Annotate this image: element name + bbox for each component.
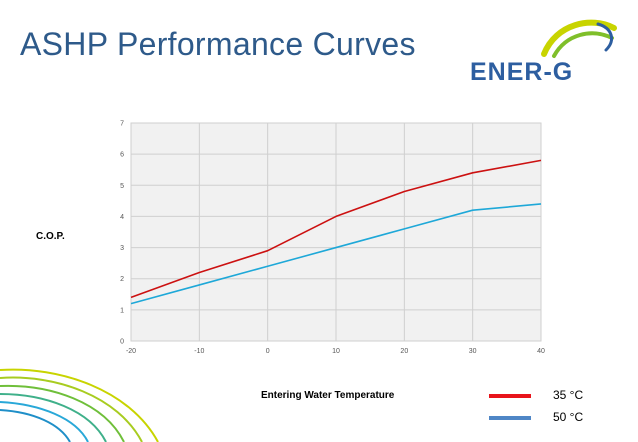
legend-swatch-50c — [489, 416, 531, 420]
slide-title: ASHP Performance Curves — [20, 26, 416, 62]
legend-label-50c: 50 °C — [553, 410, 584, 424]
x-tick-label: 10 — [332, 348, 340, 355]
y-axis-label: C.O.P. — [36, 231, 65, 242]
x-tick-label: 40 — [537, 348, 545, 355]
x-tick-label: 0 — [266, 348, 270, 355]
logo-text: ENER-G — [470, 58, 574, 86]
y-tick-label: 1 — [120, 307, 124, 314]
legend-swatch-35c — [489, 394, 531, 398]
x-axis-ticks: -20 -10 0 10 20 30 40 — [126, 348, 545, 355]
swirl-lines-icon — [0, 368, 159, 442]
legend-item-35c: 35 °C — [489, 388, 629, 404]
ener-g-logo: ENER-G — [466, 14, 626, 86]
y-tick-label: 4 — [120, 214, 124, 221]
legend-label-35c: 35 °C — [553, 388, 584, 402]
x-tick-label: -20 — [126, 348, 136, 355]
x-tick-label: 20 — [400, 348, 408, 355]
y-tick-label: 3 — [120, 245, 124, 252]
series-line-35c — [130, 159, 542, 299]
x-axis-label: Entering Water Temperature — [261, 390, 395, 401]
series-lines — [130, 159, 542, 305]
swoosh-logo-icon — [541, 19, 617, 58]
y-tick-label: 7 — [120, 121, 124, 128]
legend-item-50c: 50 °C — [489, 410, 629, 426]
series-line-50c — [130, 203, 542, 305]
y-tick-label: 6 — [120, 152, 124, 159]
x-tick-label: -10 — [194, 348, 204, 355]
x-tick-label: 30 — [469, 348, 477, 355]
y-tick-label: 0 — [120, 339, 124, 346]
y-tick-label: 2 — [120, 276, 124, 283]
y-tick-label: 5 — [120, 183, 124, 190]
y-axis-ticks: 0 1 2 3 4 5 6 7 — [120, 121, 124, 346]
